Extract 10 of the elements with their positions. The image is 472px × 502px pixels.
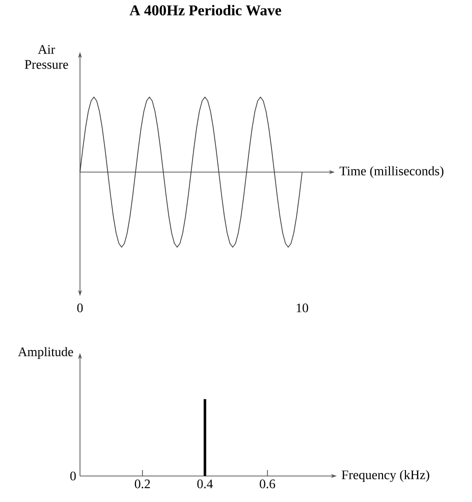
x-axis-title: Time (milliseconds)	[340, 166, 444, 178]
x-tick-label: 0.2	[134, 480, 150, 488]
y-axis-title: Air Pressure	[24, 45, 68, 69]
chart-title: A 400Hz Periodic Wave	[130, 4, 282, 16]
text: 0	[70, 472, 76, 480]
x-tick-label: 0.4	[197, 480, 213, 488]
x-tick-label: 10	[296, 304, 308, 312]
x-axis-title: Frequency (kHz)	[342, 470, 430, 482]
x-tick-label: 0.6	[260, 480, 276, 488]
y-axis-title: Amplitude	[18, 347, 74, 359]
